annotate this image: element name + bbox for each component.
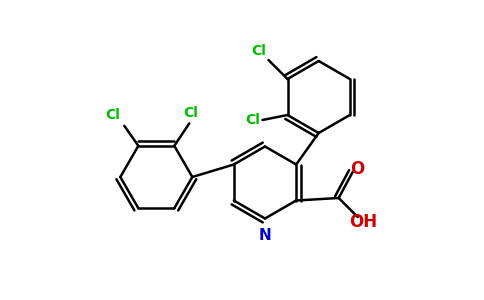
Text: Cl: Cl xyxy=(106,108,121,122)
Text: Cl: Cl xyxy=(251,44,266,58)
Text: Cl: Cl xyxy=(245,113,260,127)
Text: Cl: Cl xyxy=(183,106,198,120)
Text: O: O xyxy=(350,160,365,178)
Text: OH: OH xyxy=(349,213,378,231)
Text: N: N xyxy=(258,227,272,242)
